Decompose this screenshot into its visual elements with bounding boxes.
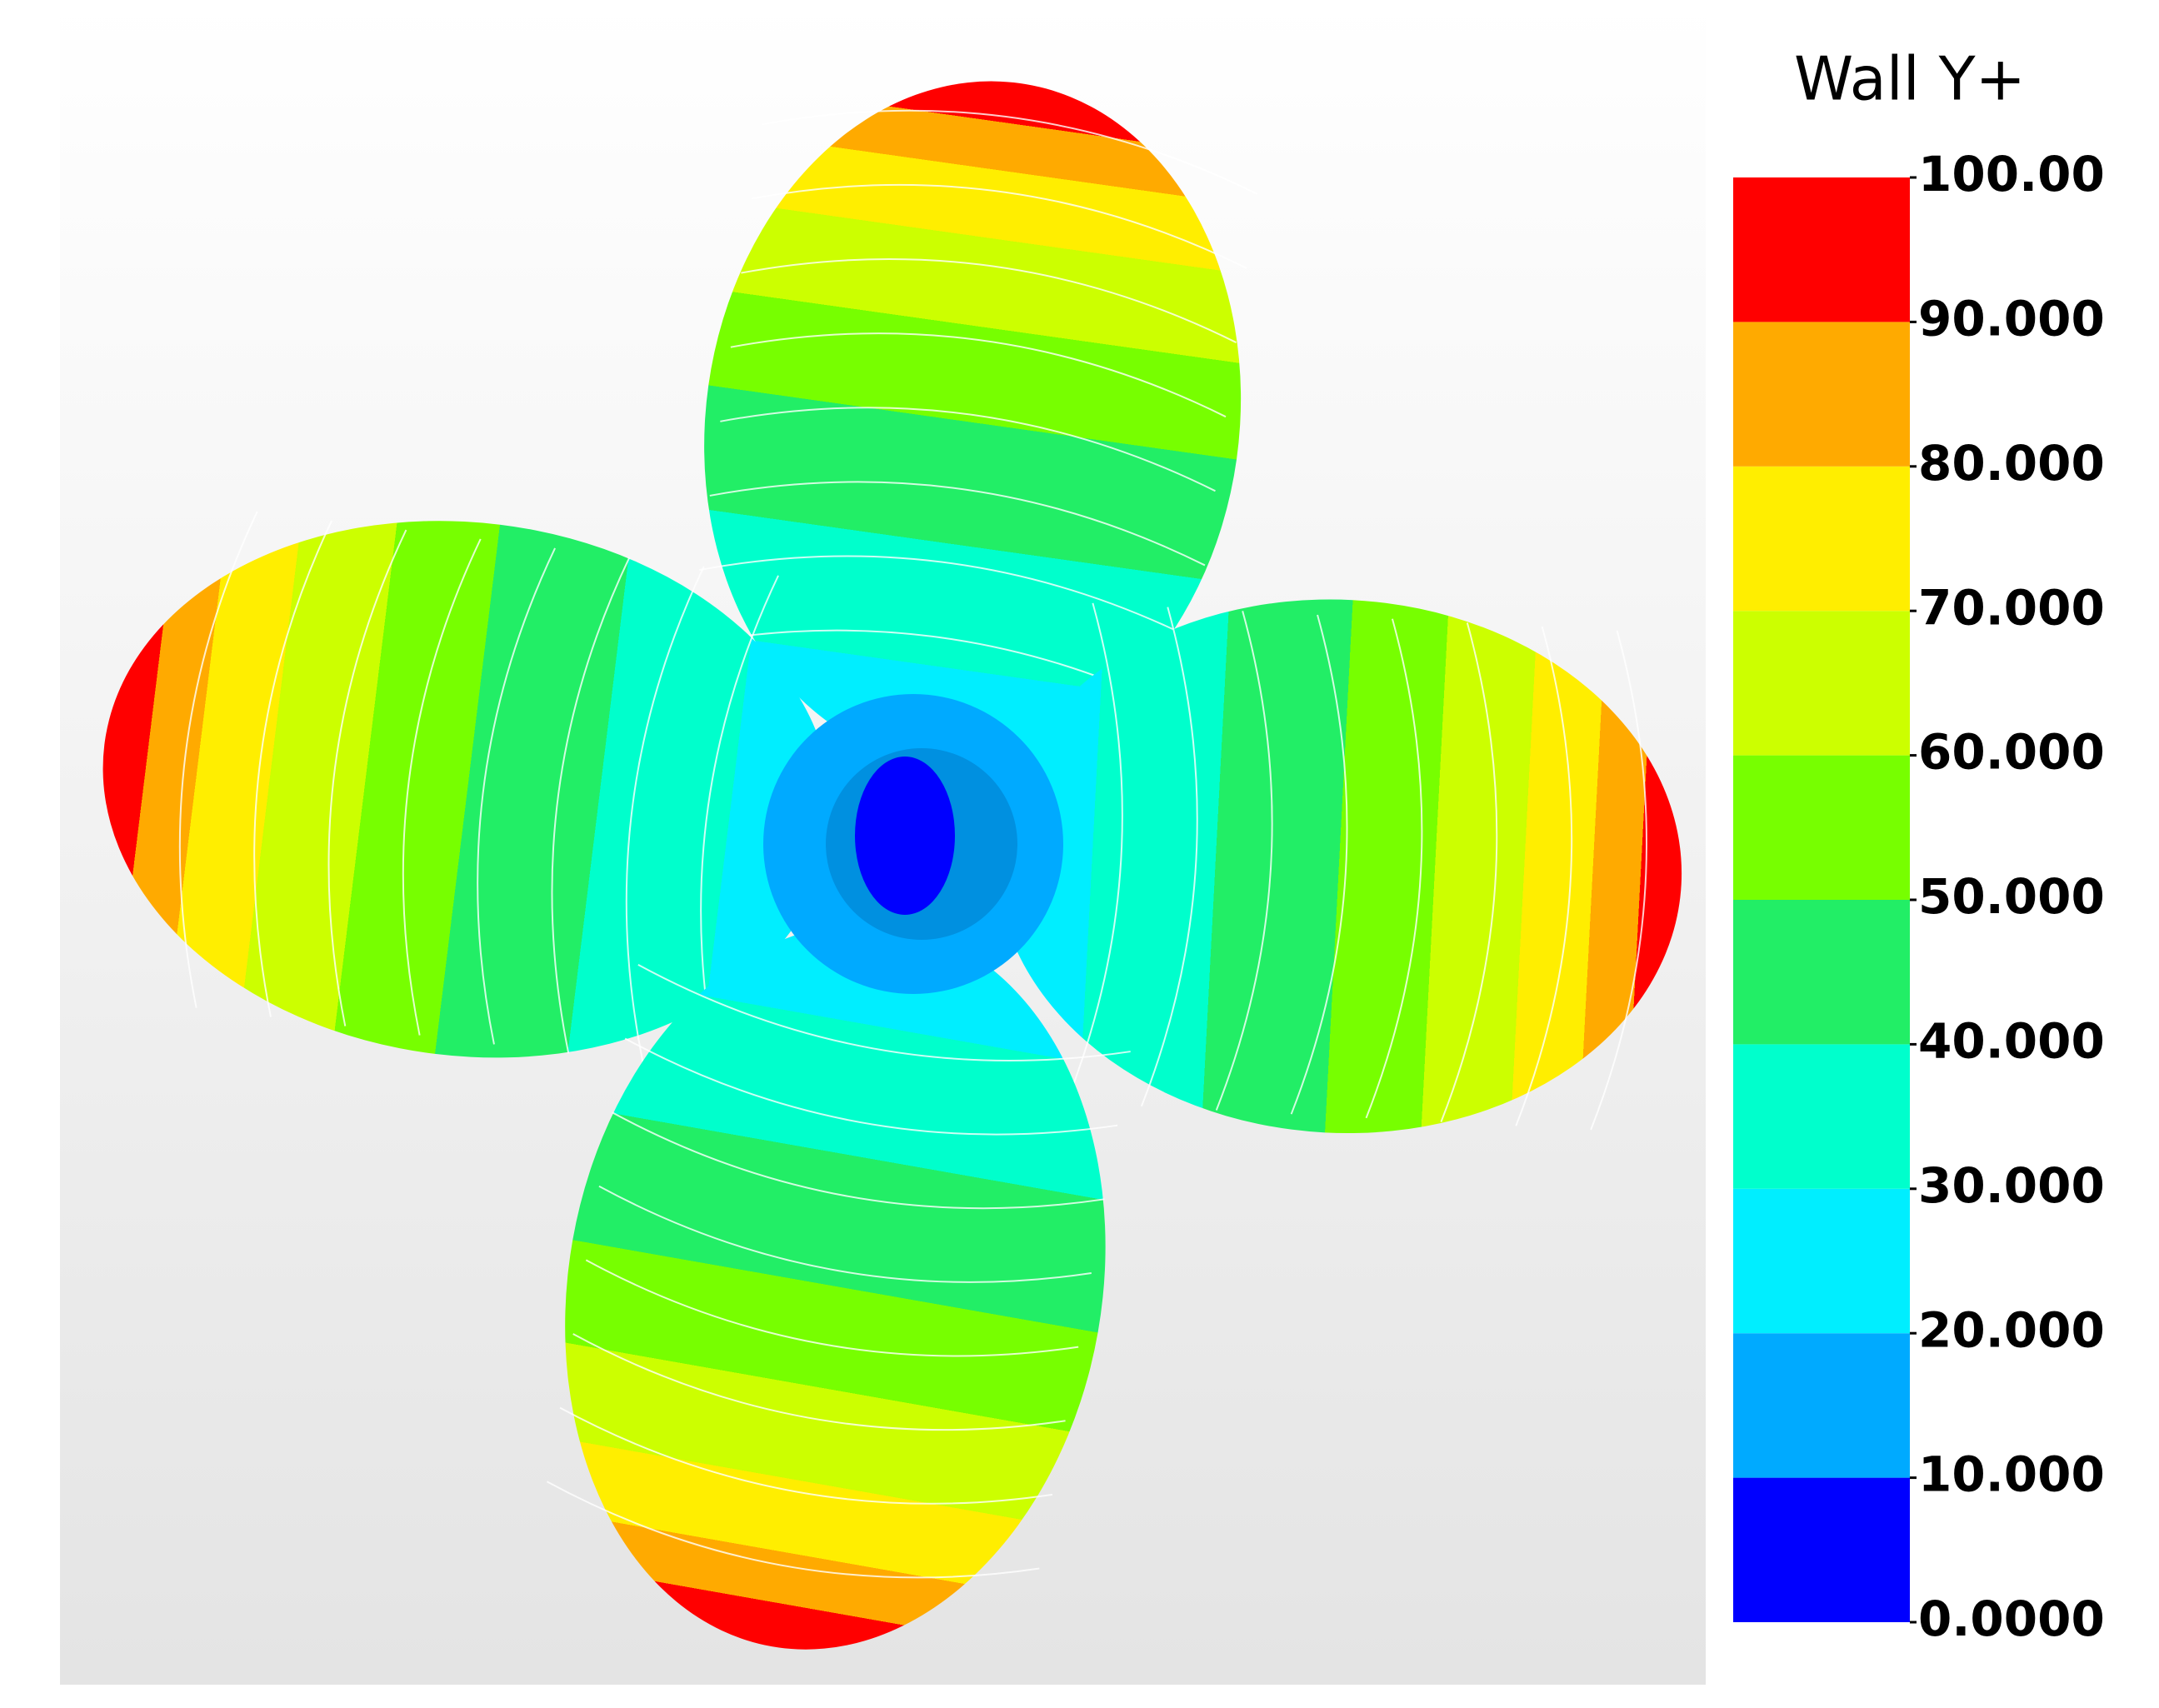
tick-label: 100.00 xyxy=(1918,146,2105,202)
mesh-line xyxy=(585,1259,1079,1357)
tick-label: 10.000 xyxy=(1918,1446,2105,1503)
mesh-line xyxy=(253,520,332,1017)
tick-label: 60.000 xyxy=(1918,724,2105,781)
color-band xyxy=(1733,1188,1910,1334)
mesh-line xyxy=(327,529,407,1026)
mesh-line xyxy=(709,481,1206,567)
legend-title: Wall Y+ xyxy=(1794,44,2026,114)
tick-label: 90.000 xyxy=(1918,291,2105,347)
blade xyxy=(102,511,832,1072)
blade-surface xyxy=(996,599,1682,1134)
tick-label: 40.000 xyxy=(1918,1013,2105,1070)
mesh-line xyxy=(178,511,258,1008)
mesh-line xyxy=(762,109,1258,195)
mesh-line xyxy=(598,1185,1092,1283)
mesh-line xyxy=(1590,630,1647,1131)
mesh-line xyxy=(624,1037,1118,1136)
mesh-line xyxy=(612,1111,1105,1210)
color-band xyxy=(1733,1333,1910,1478)
mesh-line xyxy=(741,258,1237,343)
mesh-line xyxy=(1290,614,1348,1115)
tick-label: 80.000 xyxy=(1918,435,2105,492)
mesh-line xyxy=(1215,611,1273,1111)
color-band xyxy=(1733,1044,1910,1189)
tick-label: 30.000 xyxy=(1918,1157,2105,1214)
mesh-line xyxy=(546,1481,1040,1579)
mesh-line xyxy=(477,547,556,1045)
mesh-line xyxy=(625,566,705,1063)
mesh-line xyxy=(402,538,482,1036)
color-band xyxy=(1733,466,1910,612)
tick-label: 20.000 xyxy=(1918,1301,2105,1358)
mesh-line xyxy=(637,963,1131,1061)
blade xyxy=(546,922,1131,1650)
mesh-line xyxy=(551,557,631,1054)
mesh-line xyxy=(1440,622,1498,1122)
blade-surface xyxy=(704,81,1242,764)
color-band xyxy=(1733,900,1910,1045)
mesh-line xyxy=(699,555,1195,641)
mesh-line xyxy=(572,1333,1066,1431)
mesh-line xyxy=(720,407,1216,492)
mesh-line xyxy=(1515,626,1573,1126)
mesh-line xyxy=(751,183,1247,269)
propeller xyxy=(102,81,1682,1650)
color-band xyxy=(1733,611,1910,756)
mesh-line xyxy=(1066,602,1123,1103)
mesh-line xyxy=(730,332,1227,418)
blade xyxy=(996,599,1682,1134)
color-band xyxy=(1733,755,1910,900)
mesh-line xyxy=(1140,607,1198,1107)
mesh-line xyxy=(559,1406,1053,1505)
tick-label: 0.0000 xyxy=(1918,1591,2105,1647)
tick-label: 70.000 xyxy=(1918,579,2105,636)
bore-shadow xyxy=(855,757,955,915)
mesh-line xyxy=(1365,618,1423,1119)
blade-surface xyxy=(102,521,832,1058)
color-band xyxy=(1733,177,1910,322)
color-band xyxy=(1733,1477,1910,1622)
color-band xyxy=(1733,322,1910,467)
tick-label: 50.000 xyxy=(1918,868,2105,925)
color-bar: 0.0000 10.000 20.000 30.000 40.000 50.000 60.0… xyxy=(1733,146,2105,1647)
blade xyxy=(688,81,1258,764)
